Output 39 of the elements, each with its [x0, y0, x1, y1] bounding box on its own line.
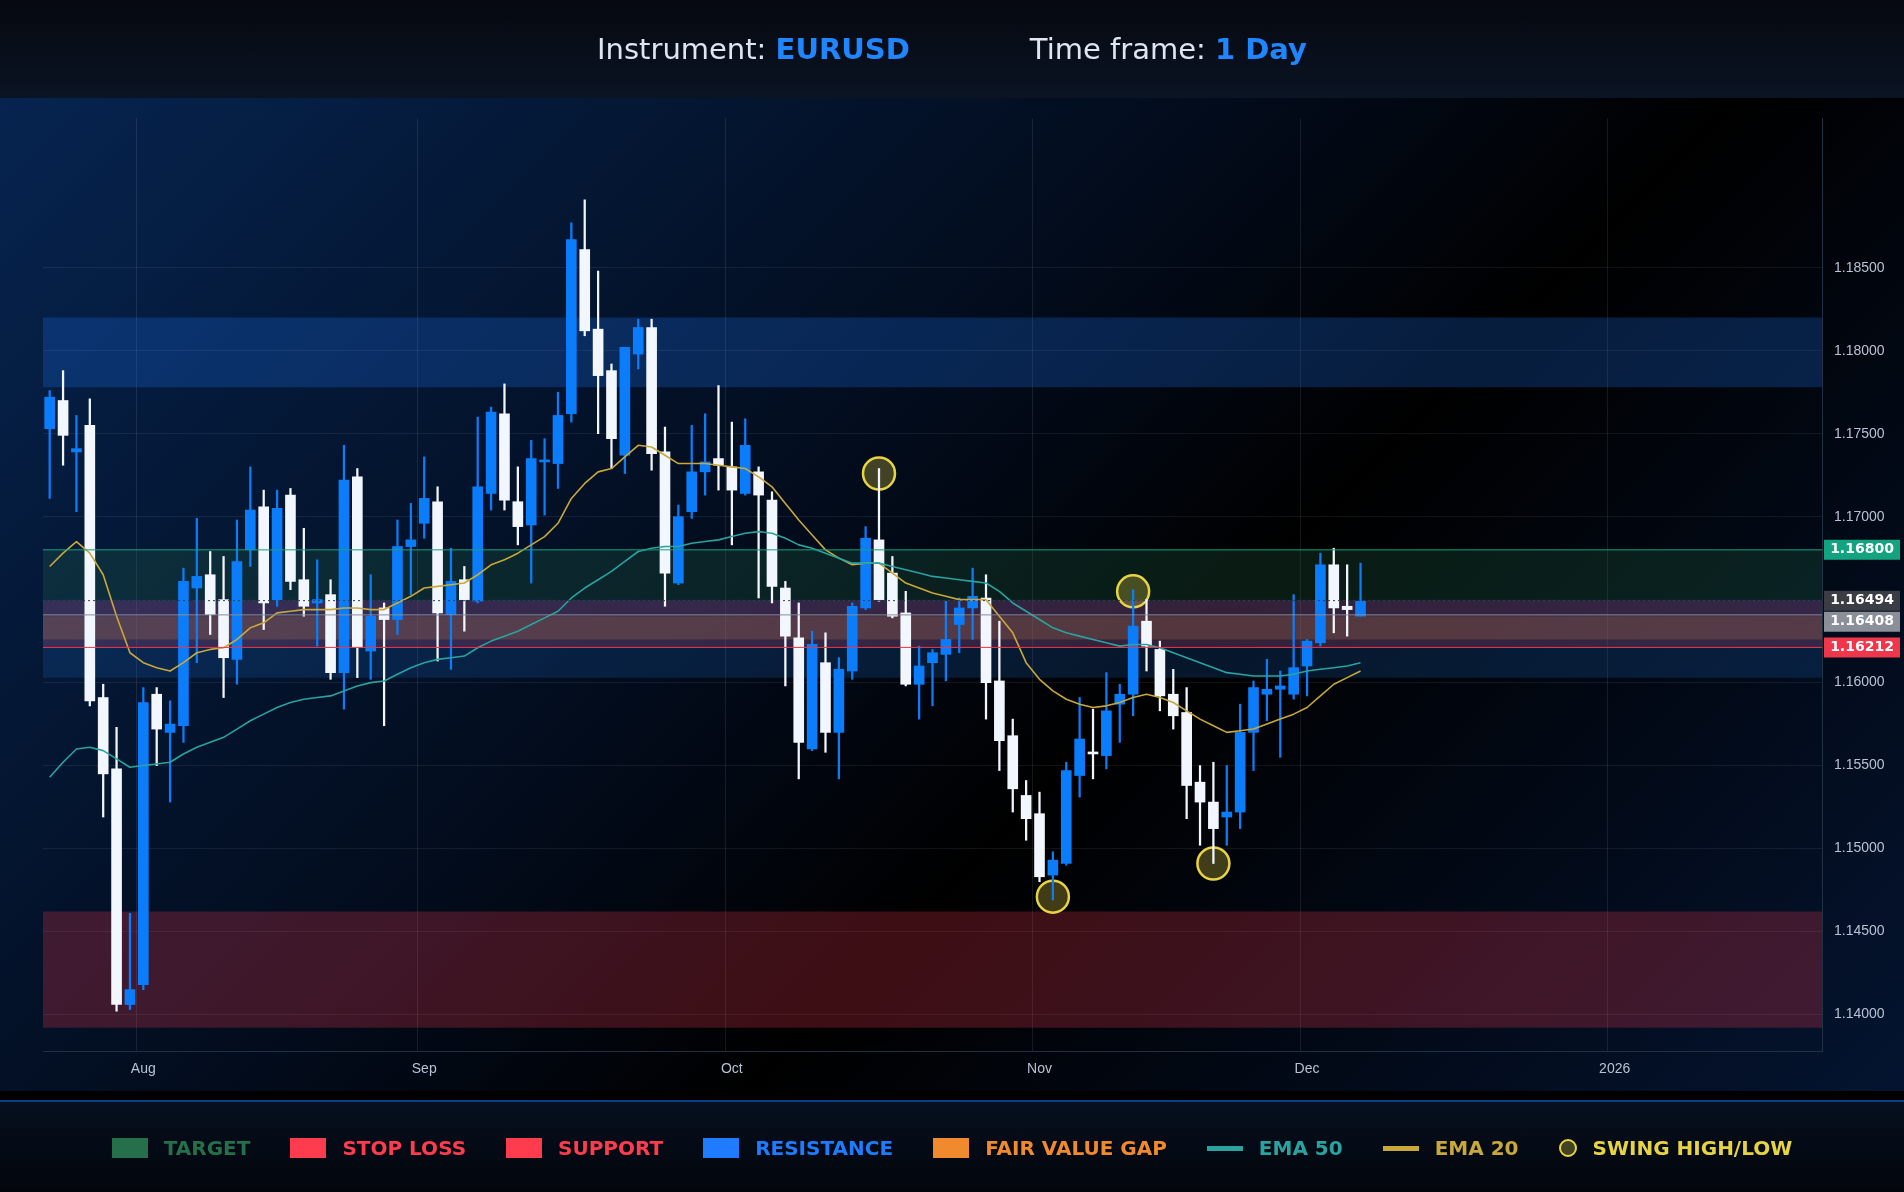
y-tick-label: 1.14000 [1834, 1005, 1885, 1022]
ref-line-label: 1.16494 [1830, 591, 1895, 608]
legend-label: SUPPORT [558, 1136, 664, 1160]
candlestick [713, 385, 724, 491]
candlestick [1208, 761, 1219, 864]
x-tick-label: Dec [1294, 1060, 1320, 1077]
y-tick-label: 1.15500 [1834, 756, 1885, 773]
ref-line-label: 1.16212 [1830, 638, 1894, 655]
candlestick [1355, 562, 1366, 617]
x-tick-label: Sep [411, 1060, 437, 1077]
legend-label: STOP LOSS [342, 1136, 467, 1160]
y-tick-label: 1.17000 [1834, 507, 1885, 524]
point [1035, 879, 1071, 914]
legend-label: SWING HIGH/LOW [1592, 1136, 1793, 1160]
x-tick-label: Aug [130, 1060, 156, 1077]
x-tick-label: Nov [1027, 1060, 1052, 1077]
candlestick [71, 415, 82, 513]
y-tick-label: 1.18500 [1834, 258, 1885, 275]
point [1196, 846, 1231, 881]
y-tick-label: 1.16000 [1834, 673, 1885, 690]
legend-label: EMA 50 [1258, 1136, 1343, 1160]
ref-line-label: 1.16408 [1830, 612, 1894, 629]
y-tick-label: 1.15000 [1834, 839, 1885, 856]
x-tick-label: Oct [720, 1060, 743, 1077]
legend-label: TARGET [163, 1136, 251, 1160]
y-tick-label: 1.17500 [1834, 424, 1885, 441]
point [861, 456, 897, 491]
candlestick [753, 466, 764, 599]
chart-subtitle: Time frame: 1 Day [1029, 32, 1307, 66]
ref-line-label: 1.16800 [1830, 540, 1895, 557]
candlestick [927, 649, 938, 707]
point [1115, 574, 1151, 609]
chart-title: Instrument: EURUSD [597, 32, 910, 66]
y-tick-label: 1.18000 [1834, 341, 1885, 358]
legend-label: RESISTANCE [755, 1136, 894, 1160]
x-tick-label: 2026 [1599, 1060, 1631, 1077]
y-tick-label: 1.14500 [1834, 922, 1885, 939]
legend-label: EMA 20 [1434, 1136, 1519, 1160]
legend-label: FAIR VALUE GAP [985, 1136, 1167, 1160]
